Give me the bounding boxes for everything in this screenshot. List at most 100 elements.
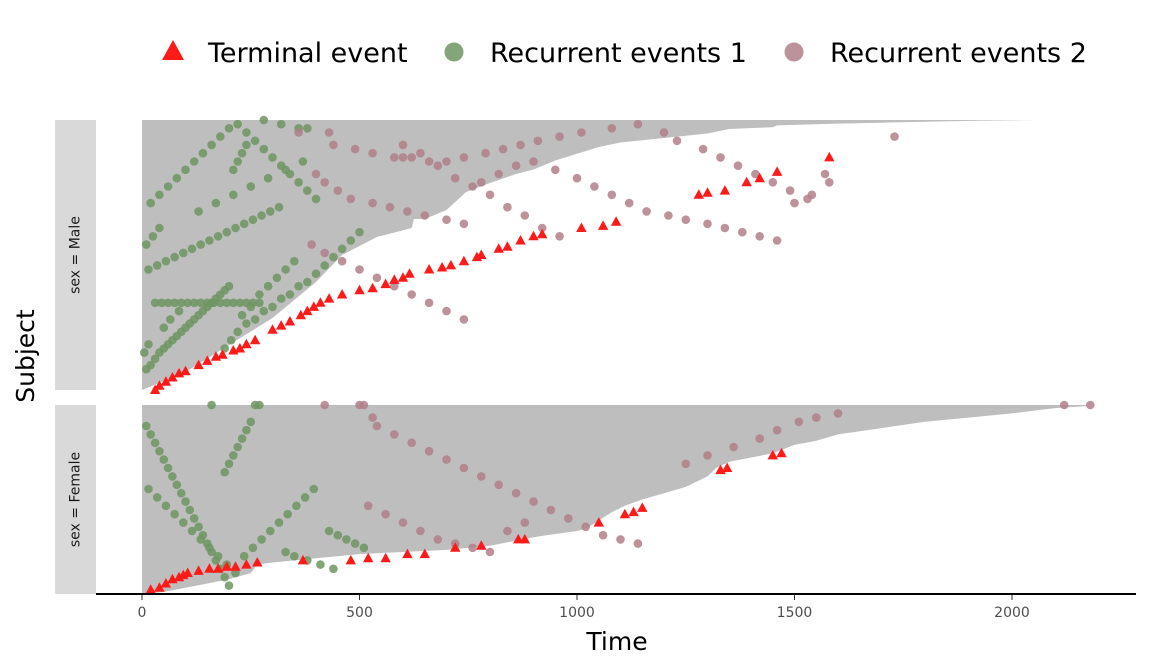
rec1-point-male-32 (229, 298, 238, 308)
rec2-point-male-49 (642, 207, 651, 216)
terminal-point-male-21 (323, 293, 335, 303)
rec2-point-male-25 (385, 202, 395, 212)
rec1-point-male-92 (290, 256, 299, 266)
rec1-point-male-66 (259, 144, 269, 154)
rec1-point-female-18 (220, 572, 229, 582)
rec2-point-male-10 (459, 153, 469, 162)
rec1-point-male-31 (222, 298, 232, 308)
event-marks-female (142, 400, 1095, 594)
rec2-point-female-33 (755, 434, 764, 443)
legend-symbol-rec1 (444, 42, 464, 62)
terminal-point-female-14 (297, 554, 309, 565)
rec1-point-male-90 (272, 273, 282, 283)
rec2-point-female-3 (368, 413, 377, 422)
rec1-point-male-84 (166, 315, 175, 324)
terminal-point-male-11 (234, 343, 246, 353)
rec2-point-female-18 (616, 535, 625, 544)
rec2-point-male-6 (398, 153, 408, 162)
terminal-point-male-40 (576, 222, 587, 232)
terminal-point-male-3 (167, 372, 178, 382)
terminal-point-female-1 (154, 582, 165, 592)
rec2-point-female-38 (1059, 400, 1069, 410)
terminal-point-male-18 (302, 305, 313, 316)
rec1-point-female-40 (207, 400, 216, 410)
rec2-point-female-24 (433, 535, 443, 544)
terminal-point-male-9 (217, 349, 228, 359)
legend-item-terminal: Terminal event (162, 38, 408, 69)
rec2-point-male-38 (442, 306, 451, 316)
rec1-point-female-6 (168, 472, 177, 481)
rec1-point-female-8 (176, 488, 186, 498)
terminal-point-male-28 (404, 268, 415, 278)
rec2-point-male-77 (803, 194, 812, 204)
rec1-point-male-28 (203, 298, 212, 308)
rec1-point-male-38 (152, 261, 162, 270)
follow-up-area-male (142, 120, 1039, 390)
rec1-point-female-5 (163, 463, 173, 473)
rec1-point-male-108 (329, 252, 338, 262)
rec2-point-male-67 (520, 211, 530, 220)
rec1-point-male-60 (207, 140, 216, 150)
rec1-point-female-22 (161, 501, 171, 511)
rec1-point-male-109 (337, 244, 347, 254)
rec2-point-female-31 (703, 451, 712, 460)
terminal-point-female-18 (402, 548, 413, 559)
rec2-point-female-2 (359, 400, 369, 410)
terminal-point-female-8 (204, 563, 215, 573)
rec2-point-male-70 (672, 136, 682, 146)
rec2-point-male-26 (403, 207, 412, 216)
rec2-point-female-32 (729, 442, 738, 452)
rec1-point-male-94 (144, 340, 153, 349)
y-axis-title: Subject (11, 309, 40, 403)
rec2-point-male-42 (511, 161, 521, 170)
rec1-point-male-23 (170, 298, 179, 308)
terminal-point-male-48 (771, 166, 783, 176)
rec2-point-female-27 (485, 547, 495, 557)
rec1-point-male-70 (294, 178, 303, 187)
rec1-point-male-93 (139, 348, 149, 357)
terminal-point-female-2 (160, 578, 172, 588)
rec2-point-male-16 (577, 128, 586, 137)
strip-female-background (55, 405, 96, 594)
rec1-point-male-47 (231, 223, 240, 233)
rec1-point-male-20 (150, 298, 160, 308)
terminal-point-female-24 (593, 517, 604, 527)
rec1-point-male-61 (216, 132, 225, 141)
rec2-point-male-8 (424, 157, 434, 166)
terminal-point-male-1 (154, 380, 165, 390)
terminal-point-male-32 (458, 255, 470, 266)
rec1-point-female-28 (213, 551, 223, 561)
rec2-point-male-40 (477, 178, 486, 187)
rec1-point-female-47 (229, 451, 238, 460)
panel-female: sex = Female (55, 400, 1095, 594)
terminal-point-female-27 (637, 502, 648, 512)
rec1-point-female-51 (333, 530, 343, 540)
rec2-point-male-52 (703, 219, 712, 229)
rec1-point-male-71 (303, 186, 312, 195)
terminal-point-male-2 (160, 376, 172, 386)
rec1-point-female-31 (239, 551, 249, 561)
x-tick-label-1000: 1000 (559, 605, 595, 621)
rec1-point-male-79 (246, 182, 256, 191)
rec1-point-female-48 (224, 459, 234, 469)
legend-symbol-rec2 (784, 42, 804, 62)
rec1-point-male-49 (248, 215, 258, 224)
terminal-point-male-5 (180, 365, 191, 376)
terminal-point-female-11 (230, 561, 241, 571)
rec1-point-male-67 (268, 153, 277, 162)
terminal-point-male-41 (597, 220, 609, 230)
rec1-point-male-29 (209, 298, 219, 308)
terminal-point-female-23 (519, 533, 530, 544)
rec1-point-female-10 (185, 505, 195, 515)
rec2-point-female-20 (363, 501, 373, 511)
terminal-point-male-31 (445, 259, 457, 270)
rec1-point-male-1 (146, 360, 155, 370)
rec1-point-female-55 (281, 547, 290, 557)
terminal-point-female-6 (182, 567, 193, 577)
terminal-point-male-15 (276, 320, 287, 330)
rec2-point-male-32 (337, 256, 347, 266)
rec1-point-male-52 (274, 202, 284, 212)
legend-item-rec1: Recurrent events 1 (444, 38, 747, 69)
rec2-point-male-37 (424, 298, 434, 308)
rec2-point-male-48 (624, 198, 634, 208)
